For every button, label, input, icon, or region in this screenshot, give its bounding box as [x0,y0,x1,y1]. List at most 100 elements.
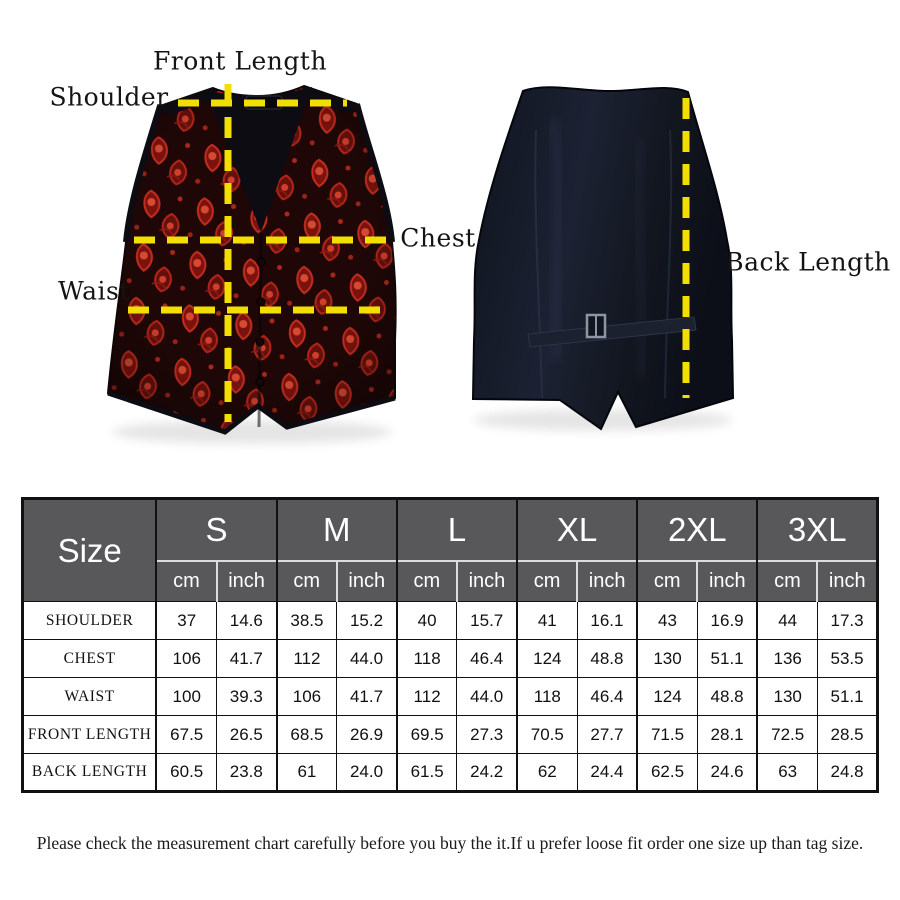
unit-header-inch: inch [696,559,758,602]
value-cell: 130 [636,639,698,678]
unit-header-cm: cm [516,559,578,602]
value-cell: 26.5 [216,715,278,754]
measurement-note: Please check the measurement chart caref… [36,833,864,853]
size-table: Size S M L XL 2XL 3XL cm inch cm inch cm… [20,497,880,793]
front-vest-shading [108,86,396,432]
row-label: FRONT LENGTH [21,715,157,754]
value-cell: 112 [275,639,338,678]
unit-header-cm: cm [636,559,698,602]
back-vest-right-seam [664,129,673,399]
value-cell: 72.5 [756,715,818,754]
unit-header-inch: inch [816,559,878,602]
value-cell: 130 [756,677,818,716]
value-cell: 61 [275,753,338,792]
back-vest-sheen [633,139,648,381]
value-cell: 24.4 [576,753,638,792]
value-cell: 124 [516,639,578,678]
row-label: CHEST [21,639,157,678]
value-cell: 41 [516,601,578,640]
value-cell: 28.1 [696,715,758,754]
value-cell: 38.5 [275,601,338,640]
row-label: WAIST [21,677,157,716]
value-cell: 51.1 [816,677,879,716]
front-length-label: Front Length [152,46,328,76]
value-cell: 71.5 [636,715,698,754]
size-col-header-xl: XL [516,498,638,561]
value-cell: 69.5 [395,715,458,754]
value-cell: 44.0 [456,677,518,716]
value-cell: 124 [636,677,698,716]
shoulder-label: Shoulder [49,82,169,112]
value-cell: 100 [155,677,218,716]
unit-header-cm: cm [395,559,457,602]
value-cell: 62.5 [636,753,698,792]
value-cell: 67.5 [155,715,218,754]
back-vest-illustration [471,86,735,431]
front-vest-button [256,297,266,307]
value-cell: 26.9 [336,715,398,754]
row-label: SHOULDER [21,601,157,640]
value-cell: 51.1 [696,639,758,678]
size-col-header-2xl: 2XL [636,498,758,561]
size-corner-header: Size [22,498,157,602]
measurement-row-waist: WAIST 100 39.3 106 41.7 112 44.0 118 46.… [21,677,879,716]
value-cell: 24.8 [816,753,879,792]
unit-header-inch: inch [215,559,277,602]
value-cell: 60.5 [155,753,218,792]
value-cell: 62 [516,753,578,792]
size-col-header-l: L [395,498,518,561]
value-cell: 106 [155,639,218,678]
value-cell: 37 [155,601,218,640]
value-cell: 28.5 [816,715,879,754]
front-vest-shadow [112,420,392,444]
value-cell: 70.5 [516,715,578,754]
unit-header-inch: inch [335,559,397,602]
value-cell: 63 [756,753,818,792]
value-cell: 14.6 [216,601,278,640]
value-cell: 41.7 [216,639,278,678]
value-cell: 136 [756,639,818,678]
value-cell: 39.3 [216,677,278,716]
value-cell: 44 [756,601,818,640]
value-cell: 48.8 [696,677,758,716]
value-cell: 15.7 [456,601,518,640]
front-vest-button [255,377,265,387]
back-vest-left-seam [534,129,543,399]
size-col-header-3xl: 3XL [756,498,878,561]
value-cell: 15.2 [336,601,398,640]
value-cell: 61.5 [395,753,458,792]
value-cell: 112 [395,677,458,716]
value-cell: 24.6 [696,753,758,792]
value-cell: 68.5 [275,715,338,754]
front-vest-collar [205,87,312,232]
unit-header-inch: inch [455,559,518,602]
value-cell: 118 [516,677,578,716]
value-cell: 53.5 [816,639,879,678]
value-cell: 27.7 [576,715,638,754]
front-vest-right-armhole-trim [354,103,395,243]
size-header-row: Size S M L XL 2XL 3XL [22,498,878,602]
measurement-row-shoulder: SHOULDER 37 14.6 38.5 15.2 40 15.7 41 16… [21,601,879,640]
value-cell: 118 [395,639,458,678]
measurement-row-front-length: FRONT LENGTH 67.5 26.5 68.5 26.9 69.5 27… [21,715,879,754]
value-cell: 106 [275,677,338,716]
unit-header-row: cm inch cm inch cm inch cm inch cm inch … [22,559,878,602]
value-cell: 27.3 [456,715,518,754]
value-cell: 24.0 [336,753,398,792]
value-cell: 46.4 [456,639,518,678]
waist-label: Waist [58,276,130,306]
value-cell: 17.3 [816,601,879,640]
value-cell: 41.7 [336,677,398,716]
value-cell: 46.4 [576,677,638,716]
unit-header-inch: inch [576,559,638,602]
value-cell: 44.0 [336,639,398,678]
back-vest-body [471,86,735,431]
front-vest-left-armhole-trim [123,105,163,243]
value-cell: 16.9 [696,601,758,640]
value-cell: 16.1 [576,601,638,640]
vest-measurement-diagram: Front Length Shoulder Chest Waist Back L… [49,46,890,444]
size-col-header-m: M [275,498,397,561]
vest-diagram-canvas [106,84,735,444]
value-cell: 48.8 [576,639,638,678]
